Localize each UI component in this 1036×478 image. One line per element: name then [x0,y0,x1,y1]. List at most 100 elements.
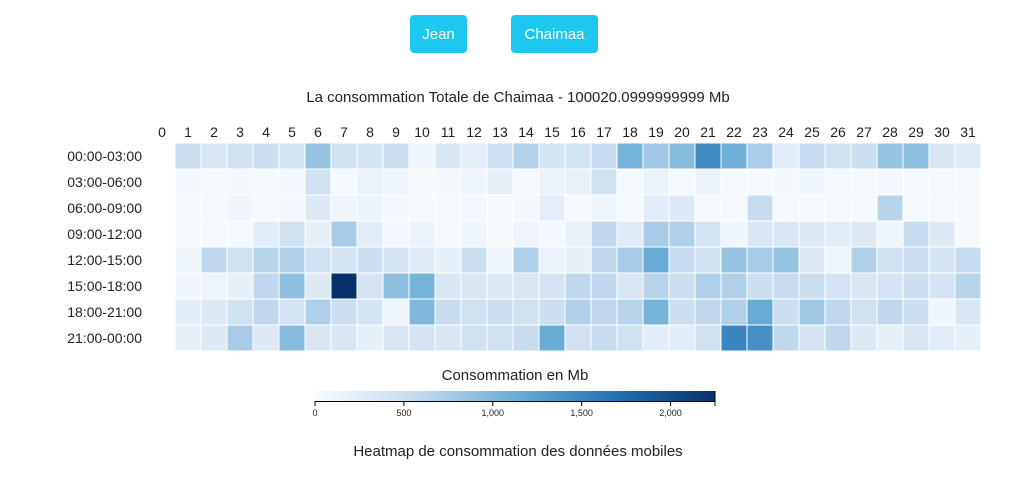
heatmap-cell [928,220,956,248]
heatmap-cell [902,168,930,196]
heatmap-cell [668,168,696,196]
heatmap-cell [538,246,566,274]
heatmap-cell [720,298,748,326]
x-tick-label: 8 [366,124,374,140]
heatmap-cell [512,194,540,222]
y-tick-label: 15:00-18:00 [67,278,142,294]
heatmap-cell [876,142,904,170]
heatmap-cell [330,142,358,170]
x-tick-label: 26 [830,124,846,140]
heatmap-cell [486,220,514,248]
x-tick-label: 12 [466,124,482,140]
heatmap-cell [278,298,306,326]
heatmap-cell [694,168,722,196]
x-tick-label: 11 [441,124,456,140]
heatmap-cell [174,220,202,248]
heatmap-cell [928,194,956,222]
color-legend-tick-label: 500 [396,408,411,418]
heatmap-cell [954,298,982,326]
heatmap-cell [330,298,358,326]
heatmap-cell [252,168,280,196]
heatmap-cell [798,168,826,196]
user-button-chaimaa[interactable]: Chaimaa [511,15,598,53]
heatmap-cell [434,298,462,326]
heatmap-cell [954,168,982,196]
heatmap-cell [486,168,514,196]
heatmap-cell [330,246,358,274]
heatmap-cell [512,168,540,196]
heatmap-cell [850,272,878,300]
heatmap-cell [460,246,488,274]
heatmap-cell [278,324,306,352]
heatmap-cell [772,142,800,170]
color-legend-tick-label: 1,500 [570,408,593,418]
x-tick-label: 14 [518,124,534,140]
heatmap-cell [174,272,202,300]
heatmap-cell [486,246,514,274]
heatmap-cell [902,194,930,222]
heatmap-cell [356,272,384,300]
heatmap-cell [876,324,904,352]
heatmap-cell [460,272,488,300]
heatmap-cell [824,142,852,170]
heatmap-cell [200,246,228,274]
heatmap-cell [382,168,410,196]
heatmap-cell [356,194,384,222]
x-tick-label: 24 [778,124,794,140]
heatmap-cell [902,324,930,352]
heatmap-cell [200,142,228,170]
heatmap-cell [668,272,696,300]
heatmap-cell [928,142,956,170]
heatmap-cell [252,272,280,300]
heatmap-cell [798,194,826,222]
heatmap-cell [772,272,800,300]
heatmap-cell [434,168,462,196]
heatmap-cell [616,272,644,300]
heatmap-cell [226,194,254,222]
heatmap-cell [564,220,592,248]
x-tick-label: 13 [492,124,508,140]
heatmap-cell [226,272,254,300]
heatmap-cell [200,168,228,196]
heatmap-cell [486,142,514,170]
heatmap-cell [616,194,644,222]
color-legend-bar [315,391,715,401]
heatmap-cell [460,220,488,248]
heatmap-cell [226,298,254,326]
heatmap-cell [876,168,904,196]
heatmap-cell [460,324,488,352]
heatmap-cell [850,324,878,352]
heatmap-cell [642,220,670,248]
heatmap-cell [356,324,384,352]
heatmap-cell [616,298,644,326]
heatmap-cell [486,324,514,352]
x-tick-label: 21 [700,124,716,140]
x-tick-label: 27 [856,124,872,140]
heatmap-cell [668,324,696,352]
heatmap-cell [356,168,384,196]
heatmap-cell [772,168,800,196]
heatmap-cell [252,324,280,352]
heatmap-cell [590,142,618,170]
heatmap-cell [408,298,436,326]
heatmap-cell [746,168,774,196]
heatmap-cell [434,246,462,274]
heatmap-cell [928,246,956,274]
heatmap-cell [798,324,826,352]
heatmap-cell [564,272,592,300]
heatmap-cell [590,168,618,196]
user-button-jean[interactable]: Jean [410,15,467,53]
heatmap-cell [382,194,410,222]
heatmap-cell [512,272,540,300]
heatmap-cell [668,142,696,170]
x-tick-label: 16 [570,124,586,140]
y-tick-label: 18:00-21:00 [67,304,142,320]
x-tick-label: 15 [544,124,560,140]
heatmap-cell [694,220,722,248]
heatmap-cell [356,220,384,248]
heatmap-cell [928,324,956,352]
heatmap-cell [434,324,462,352]
heatmap-cell [694,194,722,222]
heatmap-cell [382,246,410,274]
heatmap-cell [512,220,540,248]
